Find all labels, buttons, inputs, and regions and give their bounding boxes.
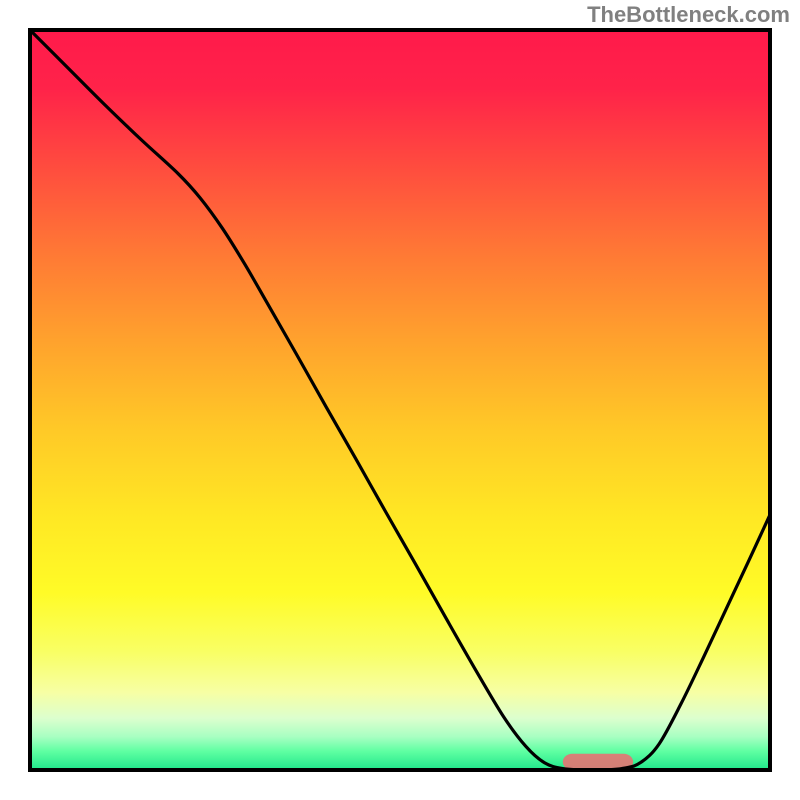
chart-container: TheBottleneck.com xyxy=(0,0,800,800)
watermark-text: TheBottleneck.com xyxy=(587,2,790,28)
bottleneck-chart xyxy=(0,0,800,800)
